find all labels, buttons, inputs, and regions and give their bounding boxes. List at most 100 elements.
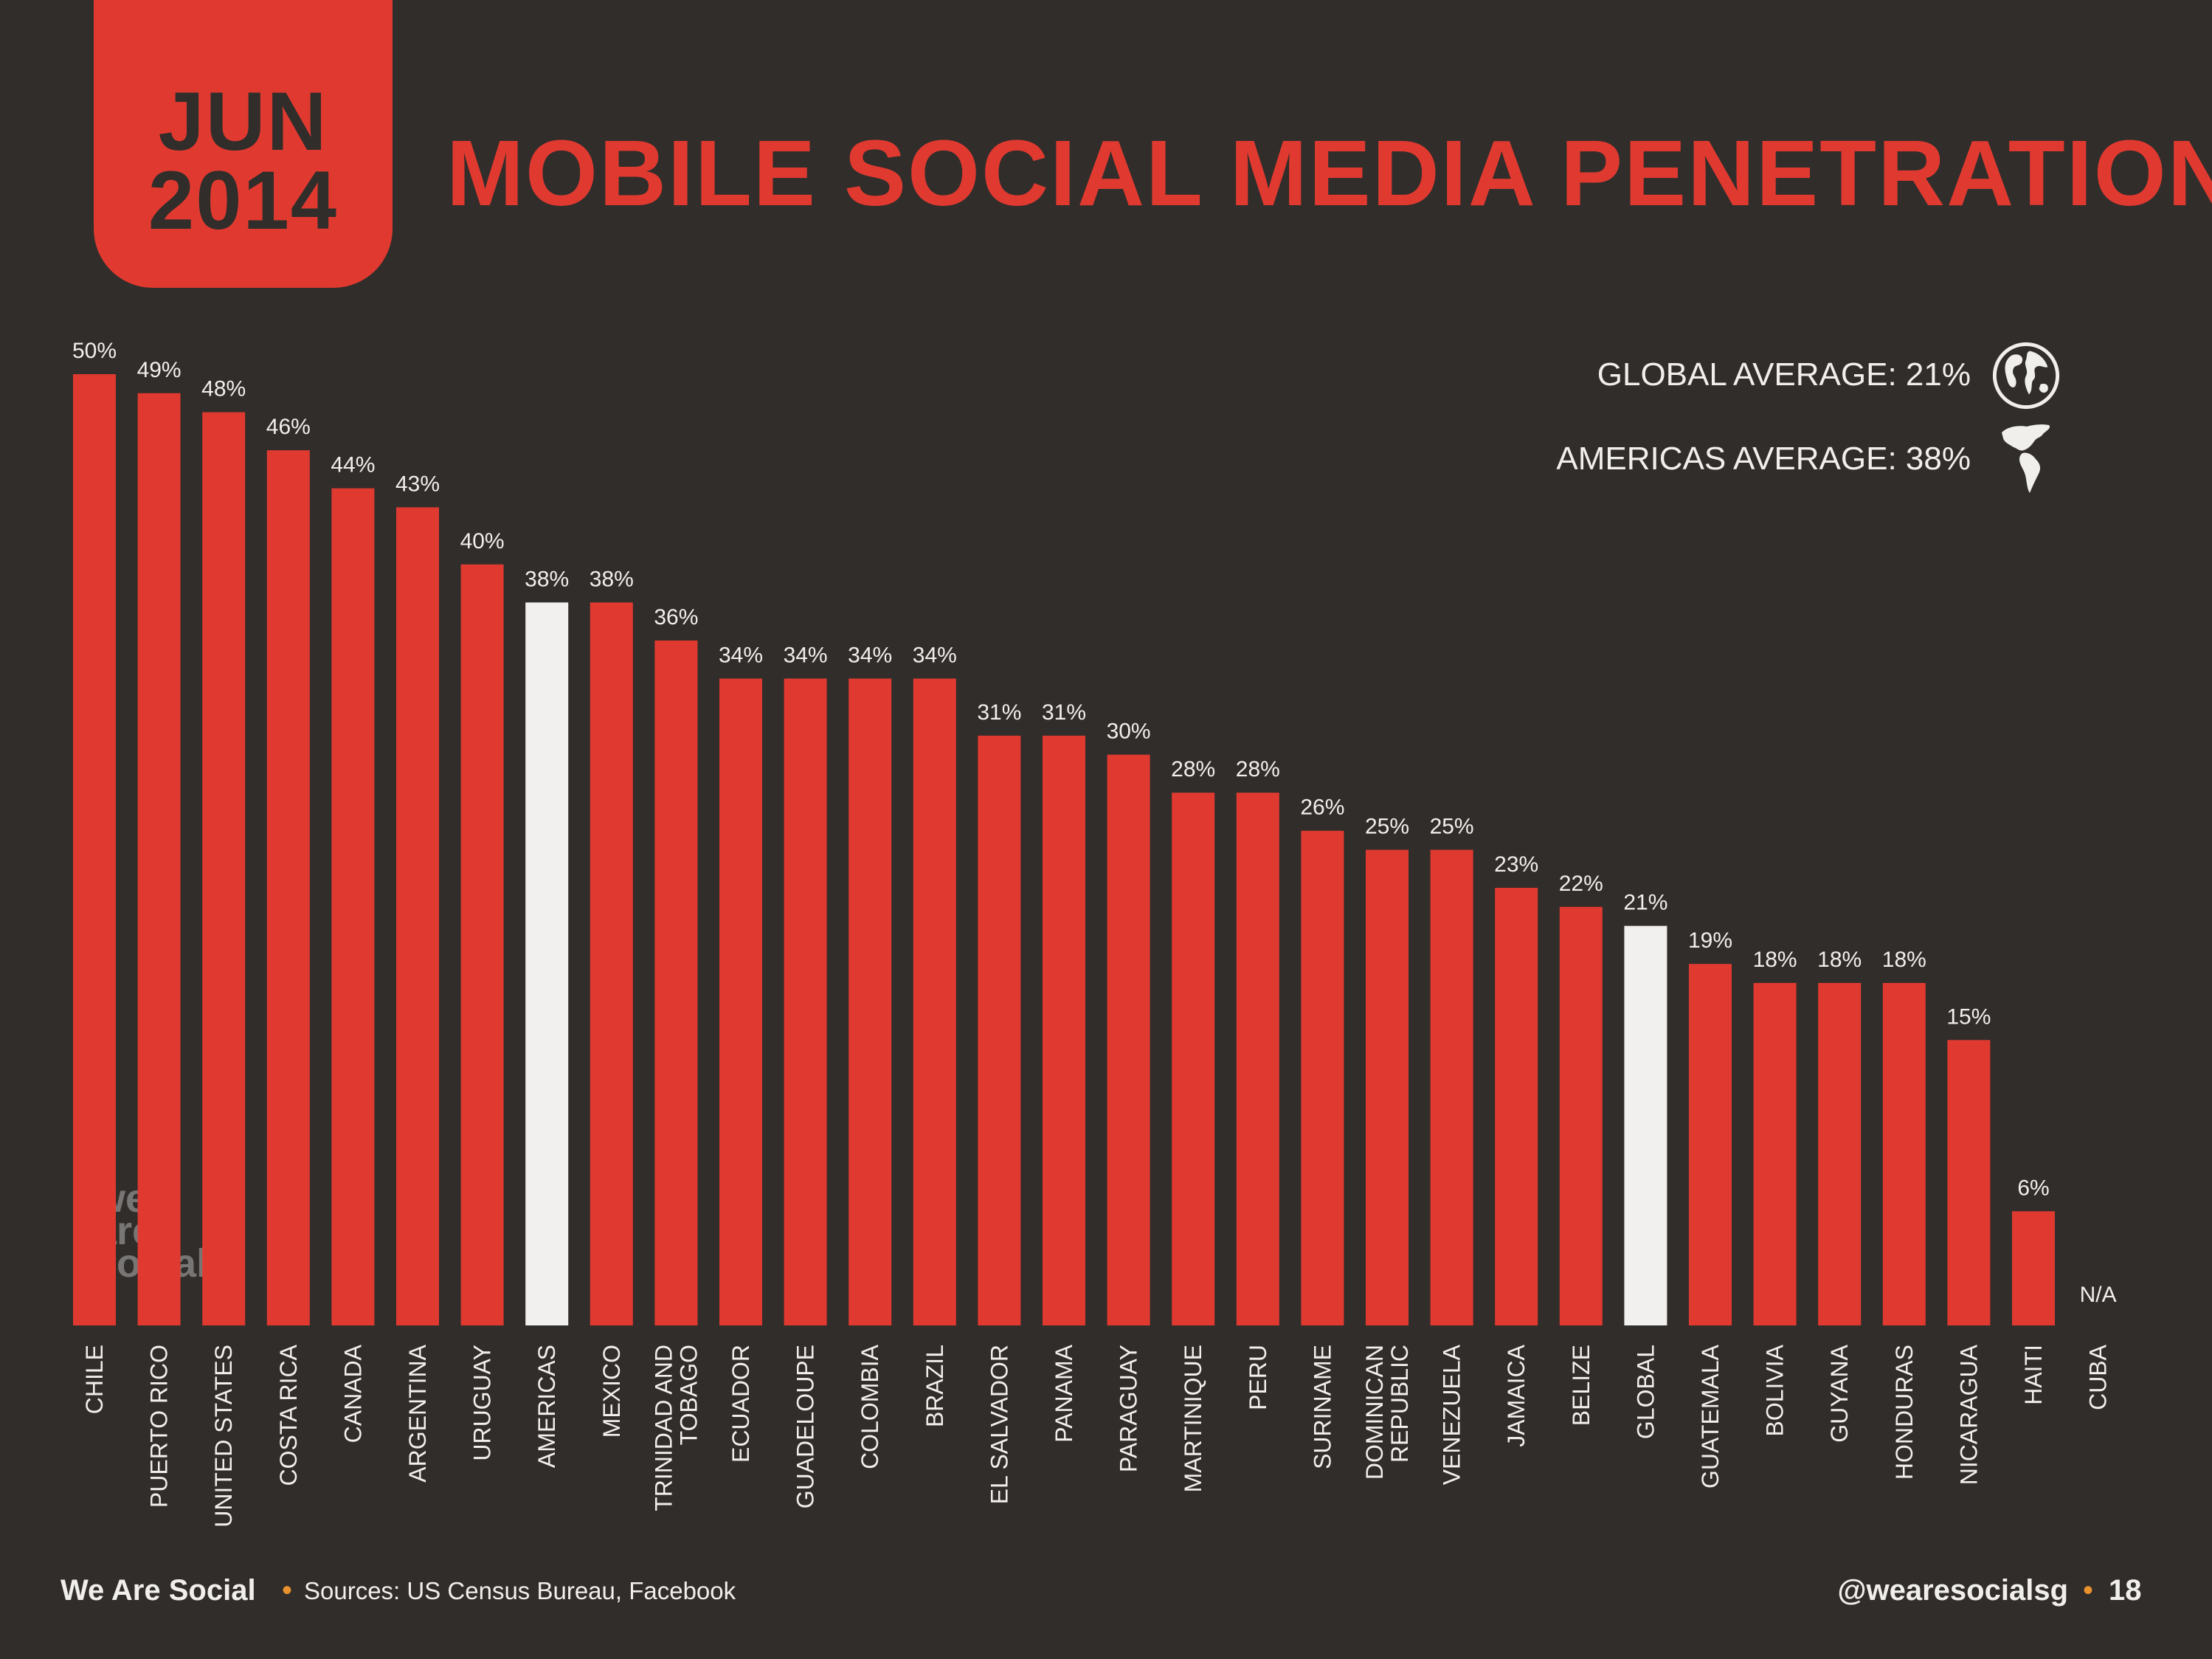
bar-costa-rica — [266, 450, 310, 1325]
category-label-honduras: HONDURAS — [1891, 1345, 1918, 1480]
category-label-haiti: HAITI — [2020, 1345, 2047, 1405]
bar-guyana — [1818, 982, 1862, 1325]
date-month: JUN — [158, 75, 328, 168]
category-label-line: GLOBAL — [1632, 1345, 1659, 1439]
value-label-argentina: 43% — [395, 472, 440, 496]
value-label-canada: 44% — [331, 453, 375, 477]
category-label-canada: CANADA — [339, 1344, 366, 1443]
page-number: 18 — [2109, 1574, 2142, 1607]
bar-trinidad-and-tobago — [654, 640, 698, 1325]
value-label-belize: 22% — [1559, 872, 1603, 896]
americas-map-icon — [2002, 424, 2050, 493]
bar-argentina — [396, 507, 439, 1326]
category-label-line: GUADELOUPE — [792, 1345, 819, 1508]
category-label-line: TRINIDAD AND — [650, 1345, 677, 1511]
category-label-line: SURINAME — [1309, 1345, 1335, 1469]
value-label-panama: 31% — [1042, 700, 1086, 725]
category-label-puerto-rico: PUERTO RICO — [146, 1345, 173, 1508]
americas-average-label: AMERICAS AVERAGE: 38% — [1556, 441, 1971, 477]
category-label-line: GUYANA — [1826, 1344, 1853, 1442]
value-label-haiti: 6% — [2017, 1176, 2049, 1200]
bar-el-salvador — [978, 735, 1021, 1325]
category-label-venezuela: VENEZUELA — [1439, 1344, 1465, 1485]
footer-handle[interactable]: @wearesocialsg — [1837, 1574, 2069, 1607]
category-label-mexico: MEXICO — [598, 1345, 625, 1438]
bar-paraguay — [1107, 754, 1150, 1325]
value-label-bolivia: 18% — [1753, 948, 1797, 972]
bar-guadeloupe — [784, 678, 827, 1325]
value-label-trinidad-and-tobago: 36% — [654, 605, 698, 630]
bar-nicaragua — [1947, 1040, 1991, 1325]
category-label-costa-rica: COSTA RICA — [275, 1344, 302, 1486]
category-label-guatemala: GUATEMALA — [1697, 1344, 1724, 1489]
category-label-guyana: GUYANA — [1826, 1344, 1853, 1442]
value-label-nicaragua: 15% — [1946, 1004, 1991, 1029]
category-label-peru: PERU — [1245, 1345, 1271, 1410]
category-label-jamaica: JAMAICA — [1503, 1344, 1530, 1446]
category-label-line: PANAMA — [1051, 1344, 1077, 1442]
date-badge: JUN 2014 — [94, 0, 393, 288]
category-label-line: PUERTO RICO — [146, 1345, 173, 1508]
category-label-united-states: UNITED STATES — [210, 1345, 237, 1528]
category-label-argentina: ARGENTINA — [404, 1344, 431, 1482]
bar-brazil — [913, 678, 956, 1325]
category-label-line: COSTA RICA — [275, 1344, 302, 1486]
category-label-nicaragua: NICARAGUA — [1955, 1344, 1982, 1485]
value-label-brazil: 34% — [913, 643, 957, 667]
category-label-line: PERU — [1245, 1345, 1271, 1410]
bar-suriname — [1301, 830, 1344, 1325]
category-label-line: BOLIVIA — [1762, 1344, 1788, 1436]
value-label-united-states: 48% — [201, 377, 246, 401]
value-label-costa-rica: 46% — [266, 415, 311, 439]
category-label-line: MARTINIQUE — [1180, 1345, 1206, 1492]
footer-separator-dot: • — [282, 1574, 293, 1607]
globe-icon — [1992, 342, 2060, 410]
category-label-line: ARGENTINA — [404, 1344, 431, 1482]
bar-venezuela — [1430, 849, 1473, 1325]
value-label-guyana: 18% — [1817, 948, 1862, 972]
value-label-uruguay: 40% — [460, 529, 505, 553]
category-label-line: ECUADOR — [727, 1345, 754, 1463]
category-label-line: EL SALVADOR — [986, 1345, 1012, 1504]
category-label-suriname: SURINAME — [1309, 1345, 1335, 1469]
category-label-line: URUGUAY — [469, 1345, 496, 1461]
category-label-martinique: MARTINIQUE — [1180, 1345, 1206, 1492]
category-label-americas: AMERICAS — [533, 1345, 560, 1468]
category-label-line: PARAGUAY — [1116, 1345, 1142, 1472]
value-label-cuba: N/A — [2080, 1283, 2117, 1307]
category-label-cuba: CUBA — [2085, 1344, 2112, 1410]
value-label-el-salvador: 31% — [977, 700, 1021, 725]
category-label-line: DOMINICAN — [1361, 1345, 1388, 1480]
category-label-line: JAMAICA — [1503, 1344, 1530, 1446]
value-label-paraguay: 30% — [1107, 720, 1151, 744]
value-label-chile: 50% — [72, 339, 117, 363]
category-label-bolivia: BOLIVIA — [1762, 1344, 1788, 1436]
bar-bolivia — [1753, 982, 1797, 1325]
bar-colombia — [848, 678, 892, 1325]
value-label-puerto-rico: 49% — [137, 358, 182, 382]
bar-dominican-republic — [1366, 849, 1409, 1325]
footer-brand: We Are Social — [61, 1574, 256, 1607]
bar-puerto-rico — [137, 393, 181, 1325]
page-title: MOBILE SOCIAL MEDIA PENETRATION — [446, 121, 2212, 225]
category-label-ecuador: ECUADOR — [727, 1345, 754, 1463]
category-label-line: HONDURAS — [1891, 1345, 1918, 1480]
bar-honduras — [1882, 982, 1926, 1325]
value-label-peru: 28% — [1236, 757, 1280, 782]
category-label-line: UNITED STATES — [210, 1345, 237, 1528]
category-label-guadeloupe: GUADELOUPE — [792, 1345, 819, 1508]
value-label-ecuador: 34% — [719, 643, 763, 667]
bar-canada — [331, 488, 375, 1326]
category-label-line: TOBAGO — [675, 1345, 702, 1445]
bar-uruguay — [460, 564, 504, 1325]
bar-martinique — [1172, 793, 1215, 1325]
footer-sources: Sources: US Census Bureau, Facebook — [304, 1577, 736, 1604]
category-label-line: GUATEMALA — [1697, 1344, 1724, 1489]
value-label-americas: 38% — [525, 567, 569, 591]
date-year: 2014 — [148, 154, 339, 246]
category-label-el-salvador: EL SALVADOR — [986, 1345, 1012, 1504]
value-label-mexico: 38% — [590, 567, 634, 591]
value-label-martinique: 28% — [1171, 757, 1215, 782]
